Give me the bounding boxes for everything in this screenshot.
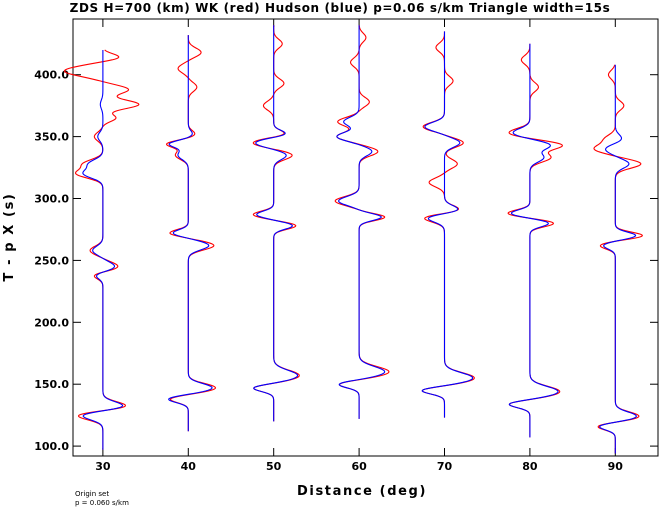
x-tick-label: 80 [522,460,538,473]
y-tick-label: 250.0 [34,254,69,267]
y-tick-label: 100.0 [34,440,69,453]
y-axis-label: T - p X (s) [2,193,17,282]
origin-note: Origin set [75,490,109,498]
hudson-trace-70 [421,31,474,418]
axis-ticks: 30 40 50 60 70 80 90 100.0 150.0 200.0 250.0 300.0 3… [34,19,658,473]
x-tick-label: 40 [181,460,197,473]
hudson-trace-30 [82,49,124,450]
wk-trace-50 [252,25,300,422]
wk-trace-60 [334,25,390,419]
x-tick-label: 90 [608,460,624,473]
wk-trace-90 [593,64,644,454]
y-tick-label: 150.0 [34,378,69,391]
seismogram-traces [63,25,644,454]
x-tick-label: 30 [95,460,111,473]
chart-title: ZDS H=700 (km) WK (red) Hudson (blue) p=… [70,1,611,15]
slowness-note: p = 0.060 s/km [75,499,129,507]
wk-trace-70 [421,31,475,418]
y-tick-label: 350.0 [34,131,69,144]
hudson-trace-60 [336,25,386,419]
hudson-trace-50 [253,25,299,422]
x-tick-label: 50 [266,460,282,473]
hudson-trace-90 [599,64,637,454]
x-axis-label: Distance (deg) [297,484,427,499]
y-tick-label: 400.0 [34,69,69,82]
y-tick-label: 300.0 [34,193,69,206]
wk-trace-80 [507,43,563,438]
plot-frame [72,18,659,457]
hudson-trace-80 [508,43,559,438]
hudson-trace-40 [168,35,213,432]
y-tick-label: 200.0 [34,316,69,329]
x-tick-label: 70 [437,460,453,473]
x-tick-label: 60 [351,460,367,473]
